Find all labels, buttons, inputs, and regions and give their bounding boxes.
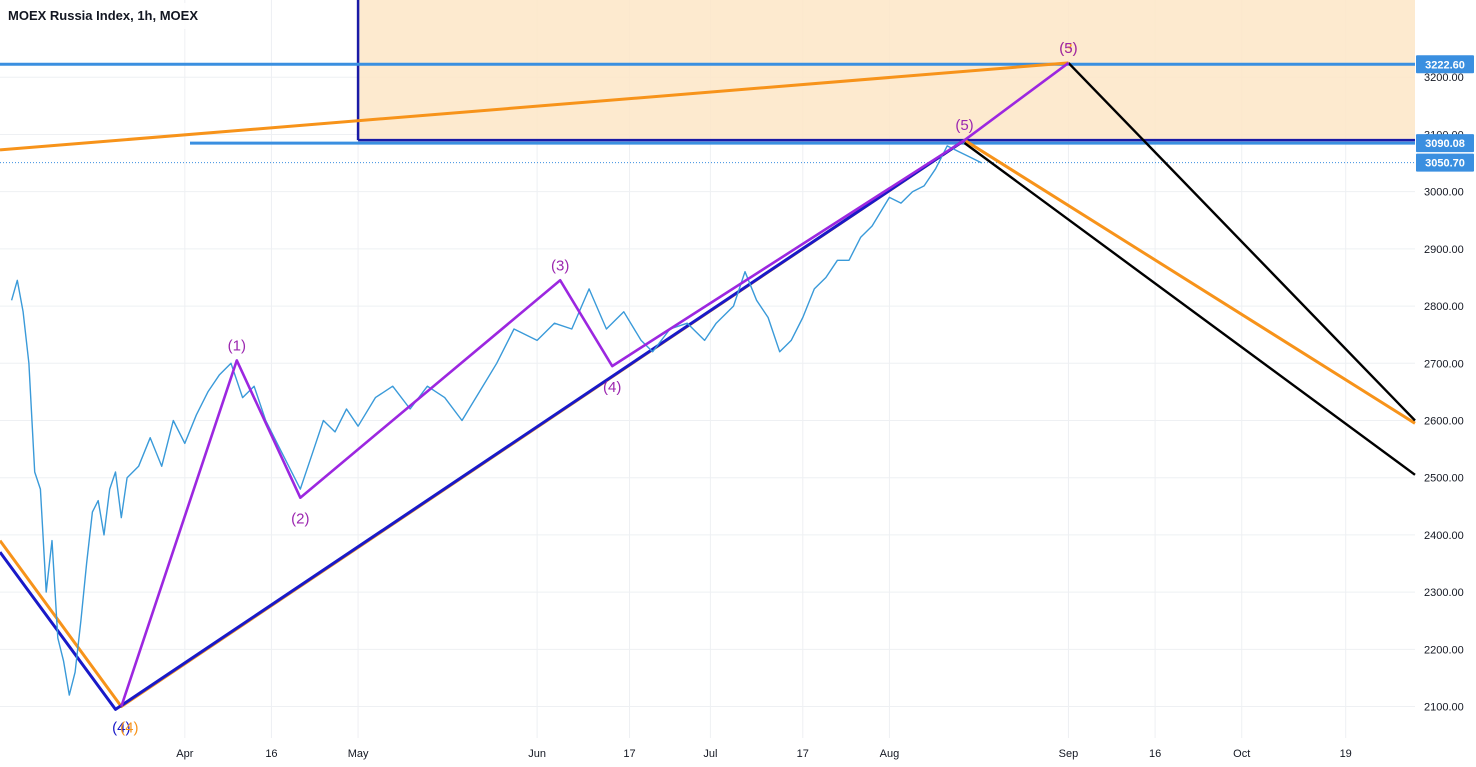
- series-wave-blue: [0, 138, 966, 711]
- wave-label: (4): [603, 379, 621, 396]
- x-tick-label: 16: [265, 748, 277, 760]
- series-wave-orange: [0, 138, 1416, 708]
- y-tick-label: 2400.00: [1424, 530, 1464, 542]
- x-tick-label: 17: [623, 748, 635, 760]
- x-tick-label: Apr: [176, 748, 193, 760]
- price-tags-layer: 3222.60 3090.08 3050.70: [1416, 55, 1474, 172]
- x-tick-label: Jun: [528, 748, 546, 760]
- y-tick-label: 2100.00: [1424, 702, 1464, 714]
- wave-label: (1): [228, 337, 246, 354]
- horizontal-lines-layer: [0, 62, 1415, 164]
- series-wave-orange-top: [0, 61, 1069, 152]
- wave-label: (4): [120, 720, 138, 737]
- y-tick-label: 2900.00: [1424, 244, 1464, 256]
- y-tick-label: 2200.00: [1424, 644, 1464, 656]
- wave-label: (3): [551, 257, 569, 274]
- x-tick-label: Jul: [703, 748, 717, 760]
- series-layer: [0, 61, 1416, 711]
- y-tick-label: 2600.00: [1424, 415, 1464, 427]
- wave-labels-layer: (1)(2)(3)(4)(5)(4)(4)(3)(5): [112, 40, 1078, 737]
- series-wave-purple: [120, 61, 1070, 707]
- wave-label: (3): [1059, 40, 1077, 57]
- price-tag: [1416, 153, 1474, 172]
- x-tick-label: Oct: [1233, 748, 1250, 760]
- grid-layer: [0, 0, 1415, 738]
- chart-title: MOEX Russia Index, 1h, MOEX: [8, 8, 198, 23]
- price-tag: [1416, 55, 1474, 74]
- y-tick-label: 2500.00: [1424, 473, 1464, 485]
- price-tag-label: 3222.60: [1425, 59, 1465, 71]
- x-tick-label: 16: [1149, 748, 1161, 760]
- x-tick-label: 19: [1340, 748, 1352, 760]
- x-tick-label: Sep: [1059, 748, 1079, 760]
- wave-label: (5): [1059, 40, 1077, 57]
- axis-layer: 2100.00 2200.00 2300.00 2400.00 2500.00 2600.…: [176, 72, 1464, 760]
- y-tick-label: 2800.00: [1424, 301, 1464, 313]
- zone-layer: [356, 0, 1415, 142]
- series-price: [10, 145, 983, 696]
- price-tag-label: 3090.08: [1425, 138, 1465, 150]
- y-tick-label: 2300.00: [1424, 587, 1464, 599]
- price-tag: [1416, 134, 1474, 153]
- wave-label: (4): [112, 720, 130, 737]
- wave-label: (5): [955, 117, 973, 134]
- y-tick-label: 3200.00: [1424, 72, 1464, 84]
- chart-title-box: MOEX Russia Index, 1h, MOEX: [0, 3, 206, 29]
- x-tick-label: May: [348, 748, 369, 760]
- x-tick-label: 17: [797, 748, 809, 760]
- wave-label: (2): [291, 511, 309, 528]
- y-tick-label: 3000.00: [1424, 187, 1464, 199]
- price-tag-label: 3050.70: [1425, 158, 1465, 170]
- series-projection-black-2: [1067, 62, 1416, 422]
- series-projection-black: [963, 142, 1416, 476]
- target-zone: [358, 0, 1415, 141]
- x-tick-label: Aug: [880, 748, 900, 760]
- y-tick-label: 2700.00: [1424, 358, 1464, 370]
